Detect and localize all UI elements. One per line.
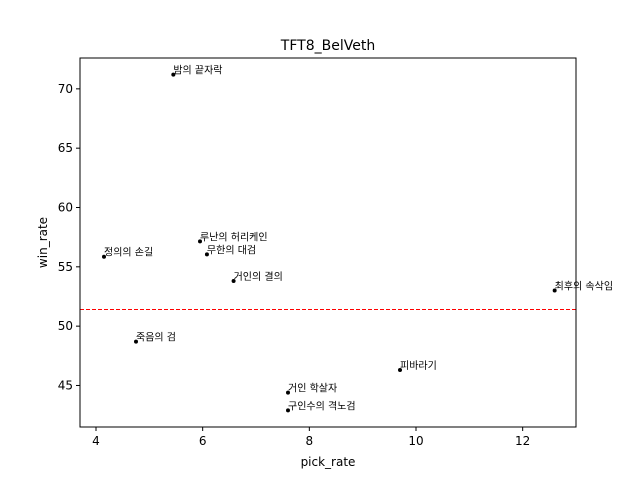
data-point [552, 288, 557, 293]
data-point [286, 390, 290, 395]
data-point [398, 368, 402, 373]
x-tick-label: 8 [306, 434, 314, 448]
point-label: 무한의 대검 [207, 244, 256, 256]
point-label: 밤의 끝자락 [173, 65, 222, 77]
x-tick-label: 4 [92, 434, 100, 448]
y-tick-label: 70 [58, 82, 73, 96]
point-label: 죽음의 검 [136, 332, 176, 344]
x-tick-label: 6 [199, 434, 207, 448]
x-tick-label: 12 [515, 434, 530, 448]
data-point [134, 339, 138, 344]
chart-title: TFT8_BelVeth [280, 38, 375, 54]
point-label: 피바라기 [400, 360, 437, 372]
point-label: 정의의 손길 [104, 246, 153, 259]
point-label: 거인 학살자 [288, 383, 337, 395]
point-label: 거인의 결의 [234, 271, 283, 283]
point-label: 최후의 속삭임 [555, 280, 613, 293]
data-point [286, 408, 290, 413]
y-tick-label: 60 [58, 200, 73, 214]
plot-frame [79, 57, 577, 428]
point-label: 루난의 허리케인 [200, 231, 268, 243]
data-point [102, 254, 106, 259]
data-point [198, 239, 202, 244]
point-label: 구인수의 격노검 [288, 399, 356, 412]
y-tick-label: 45 [58, 378, 73, 392]
y-tick-label: 50 [58, 319, 73, 333]
x-tick-label: 10 [408, 434, 423, 448]
y-tick-label: 65 [58, 141, 73, 155]
data-point [204, 252, 209, 257]
data-point [171, 72, 176, 77]
y-axis-label: win_rate [36, 217, 50, 268]
data-point [231, 279, 236, 284]
y-tick-label: 55 [58, 260, 73, 274]
x-axis-label: pick_rate [301, 455, 356, 469]
